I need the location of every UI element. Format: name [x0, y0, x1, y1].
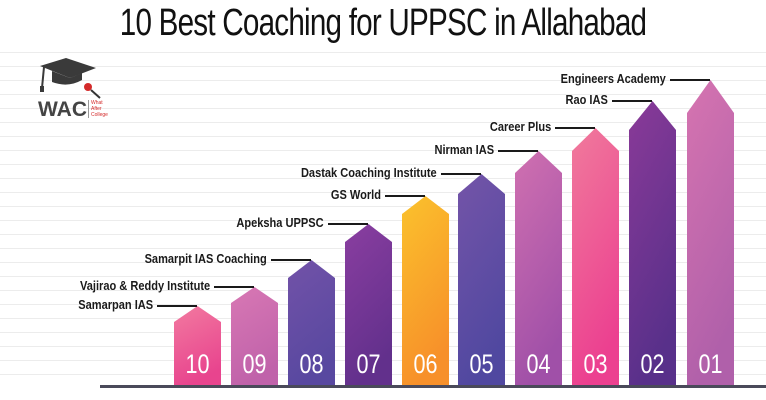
- bar-label: GS World: [330, 187, 381, 202]
- bar-02: 02: [629, 101, 676, 386]
- leader-line: [498, 150, 538, 152]
- bar-rank-number: 09: [242, 349, 267, 379]
- bar-label: Nirman IAS: [434, 142, 494, 157]
- bar-01: 01: [687, 80, 734, 386]
- bar-10: 10: [174, 306, 221, 386]
- bar-rank-number: 08: [299, 349, 324, 379]
- bar-label: Samarpan IAS: [78, 297, 153, 312]
- chart-baseline: [100, 385, 766, 388]
- bar-rank-number: 04: [526, 349, 551, 379]
- bar-label: Vajirao & Reddy Institute: [79, 278, 210, 293]
- bar-03: 03: [572, 128, 619, 386]
- bar-label: Career Plus: [489, 119, 551, 134]
- leader-line: [670, 79, 710, 81]
- bar-label: Rao IAS: [565, 92, 608, 107]
- logo-subtitle: What After College: [88, 100, 108, 118]
- bar-rank-number: 02: [640, 349, 665, 379]
- logo-text: WAC: [38, 98, 87, 121]
- bar-rank-number: 07: [356, 349, 381, 379]
- bar-04: 04: [515, 151, 562, 386]
- bar-rank-number: 10: [185, 349, 210, 379]
- leader-line: [157, 305, 197, 307]
- leader-line: [214, 286, 254, 288]
- graduation-cap-icon: [40, 58, 101, 99]
- page-title: 10 Best Coaching for UPPSC in Allahabad: [119, 2, 647, 44]
- bar-rank-number: 03: [583, 349, 608, 379]
- bar-09: 09: [231, 287, 278, 386]
- bar-label: Dastak Coaching Institute: [301, 165, 437, 180]
- bar-rank-number: 01: [698, 349, 723, 379]
- leader-line: [271, 259, 311, 261]
- leader-line: [612, 100, 652, 102]
- leader-line: [385, 195, 425, 197]
- bar-rank-number: 06: [413, 349, 438, 379]
- leader-line: [555, 127, 595, 129]
- bar-label: Apeksha UPPSC: [236, 215, 324, 230]
- leader-line: [328, 223, 368, 225]
- bar-08: 08: [288, 260, 335, 386]
- wac-logo: WAC What After College: [36, 54, 116, 126]
- bar-label: Engineers Academy: [560, 71, 666, 86]
- bar-rank-number: 05: [469, 349, 494, 379]
- bar-label: Samarpit IAS Coaching: [144, 251, 267, 266]
- bar-05: 05: [458, 174, 505, 386]
- bar-07: 07: [345, 224, 392, 386]
- bar-06: 06: [402, 196, 449, 386]
- leader-line: [441, 173, 481, 175]
